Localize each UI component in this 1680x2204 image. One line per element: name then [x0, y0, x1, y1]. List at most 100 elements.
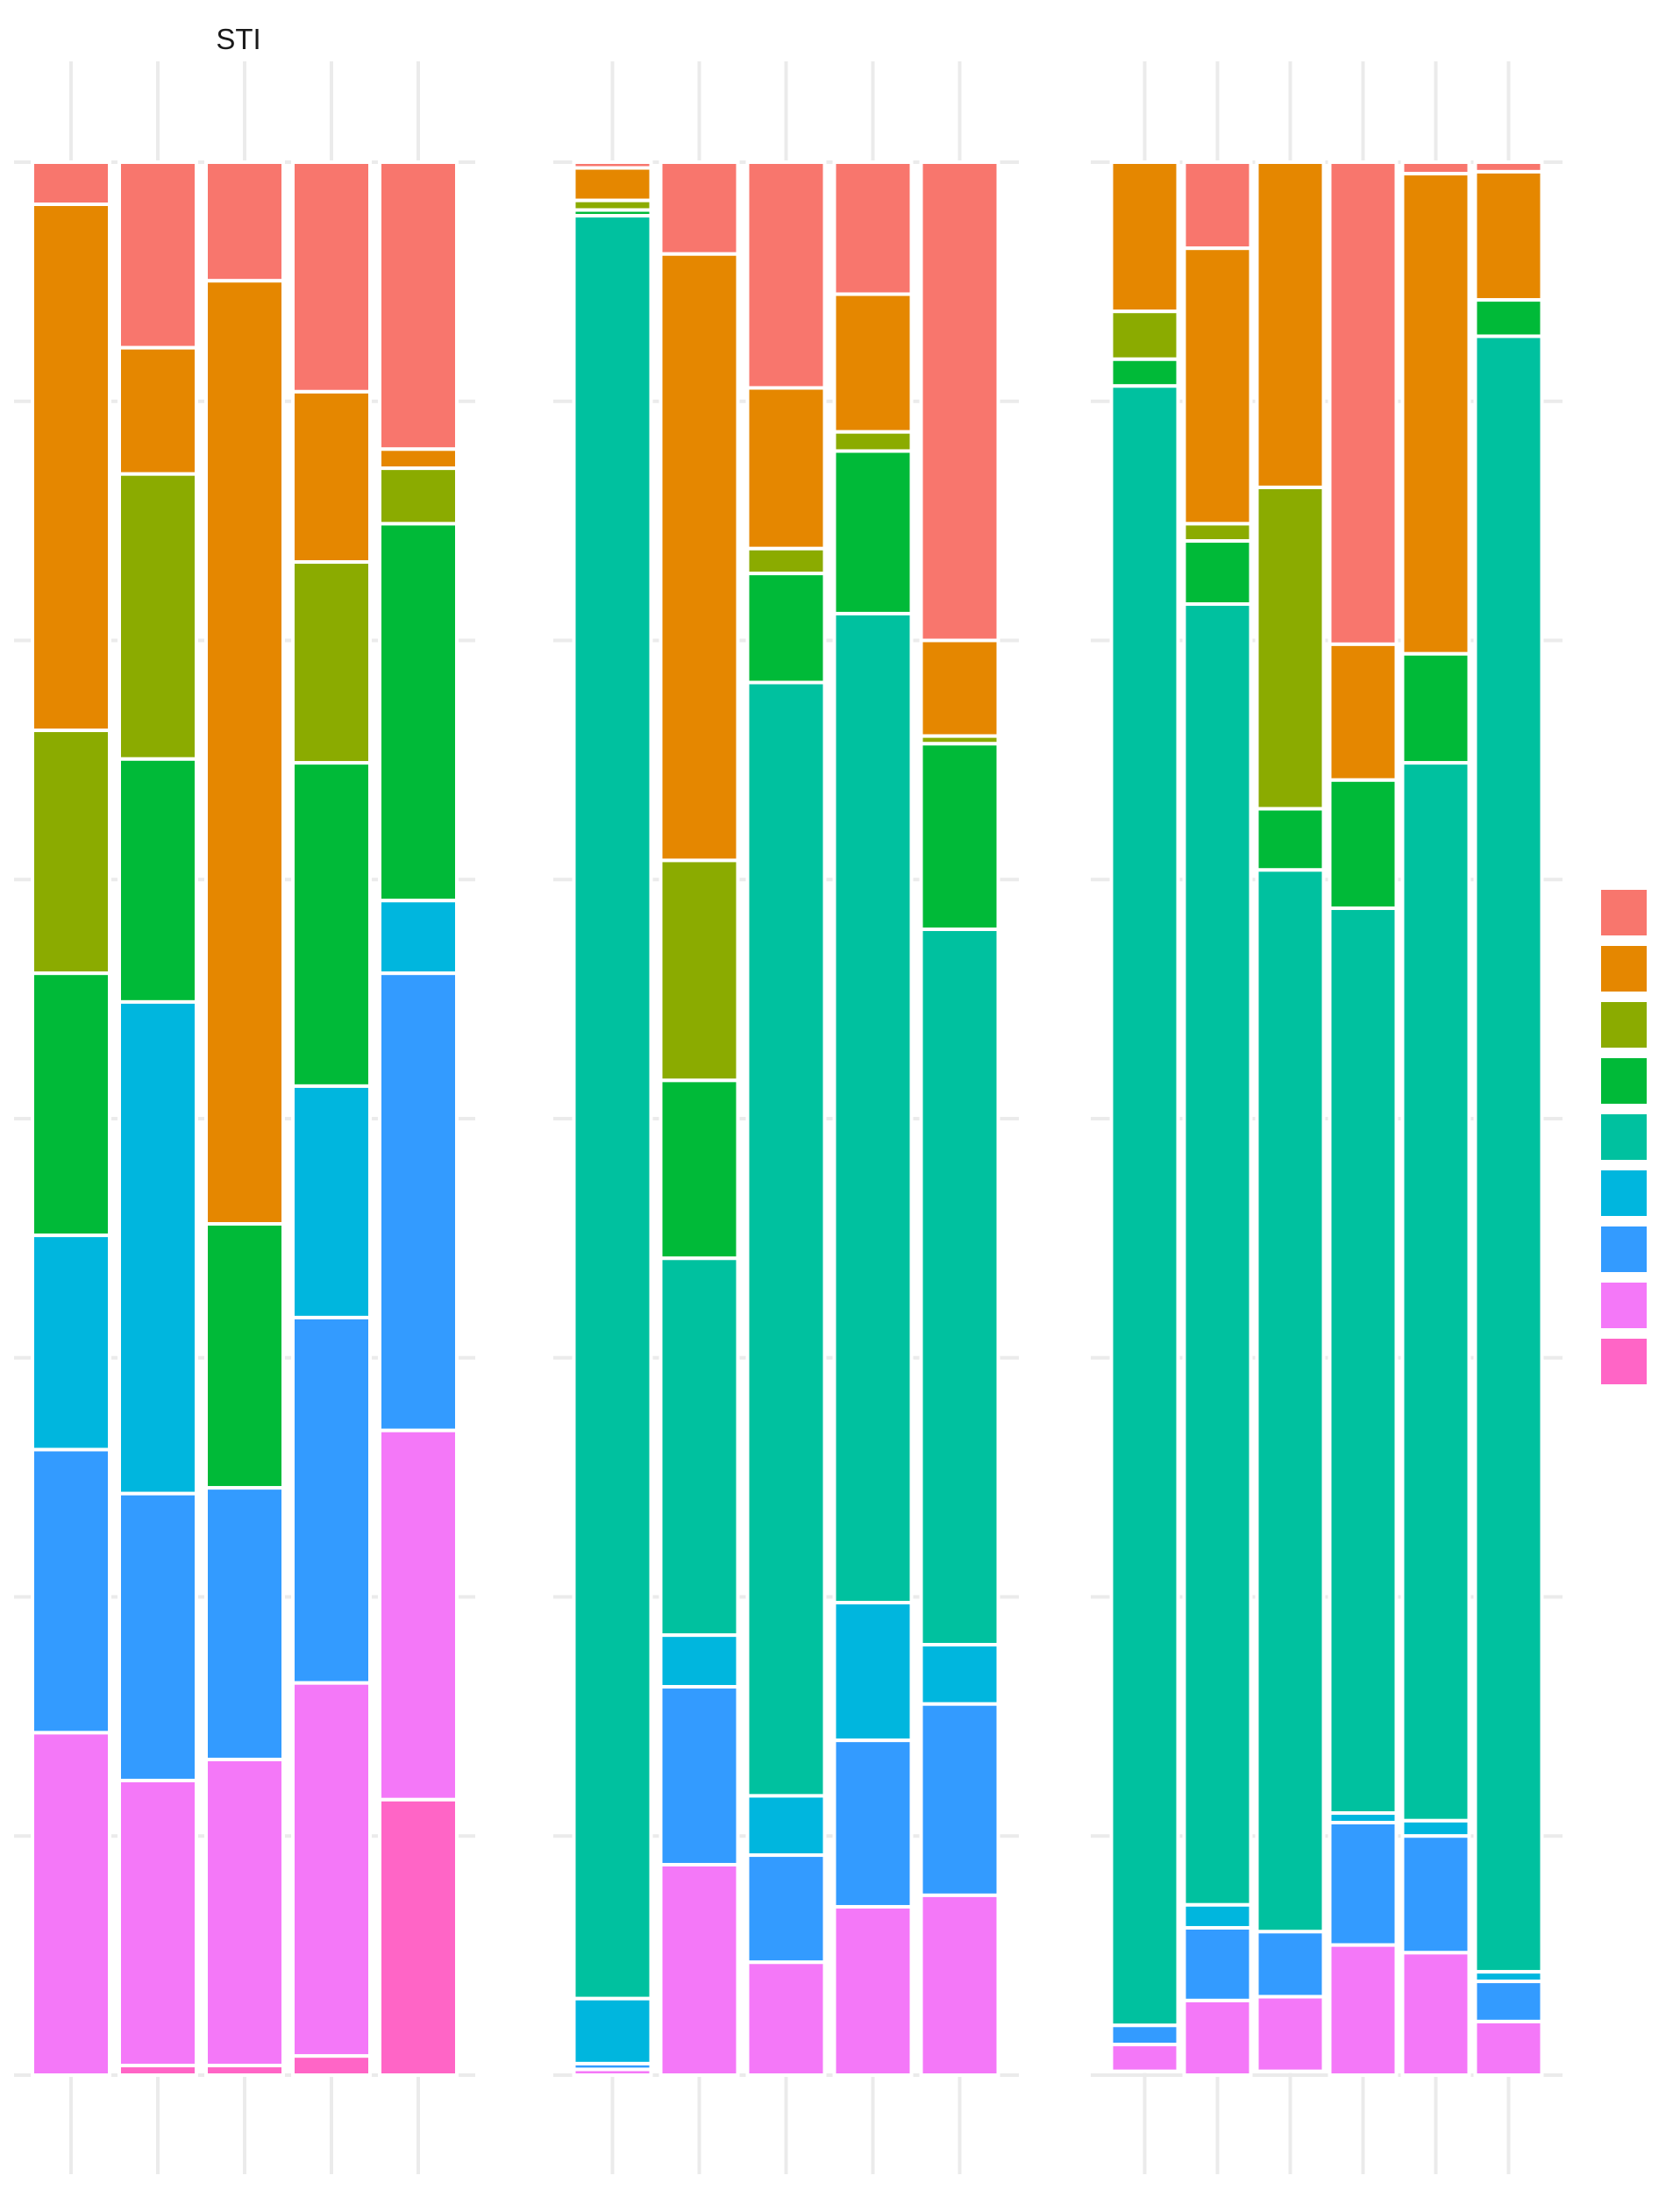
bar-segment-c5	[1328, 906, 1399, 1816]
bar-segment-c4	[832, 449, 914, 615]
bar-segment-c8	[745, 1960, 827, 2077]
bar-segment-c5	[919, 927, 1000, 1647]
bar-segment-c8	[204, 1757, 285, 2068]
bar-segment-c4	[919, 742, 1000, 931]
bar-segment-c7	[1109, 2023, 1180, 2047]
bar-segment-c3	[658, 858, 740, 1083]
bar-segment-c7	[658, 1685, 740, 1866]
bar-segment-c2	[378, 447, 459, 471]
bar-segment-c8	[919, 1893, 1000, 2078]
bar-segment-c5	[832, 611, 914, 1605]
bar-segment-c8	[291, 1681, 372, 2058]
bar-segment-c9	[291, 2054, 372, 2077]
bar-segment-c9	[117, 2064, 198, 2078]
bar-segment-c7	[204, 1486, 285, 1761]
bar-segment-c8	[658, 1862, 740, 2077]
bar-segment-c7	[1473, 1980, 1544, 2023]
bar-segment-c7	[832, 1738, 914, 1909]
bar-segment-c2	[572, 166, 653, 203]
bar-segment-c3	[31, 729, 111, 976]
bar-segment-c3	[117, 472, 198, 761]
bar-segment-c2	[31, 203, 111, 733]
bar-segment-c1	[204, 160, 285, 283]
bar-segment-c5	[1473, 334, 1544, 1974]
bar-segment-c2	[1473, 169, 1544, 302]
legend-key-c8	[1601, 1283, 1647, 1328]
bar-segment-c6	[1400, 1818, 1471, 1838]
legend-key-c3	[1601, 1002, 1647, 1048]
bar-segment-c2	[919, 638, 1000, 738]
bar-segment-c6	[31, 1234, 111, 1452]
bar-segment-c6	[378, 899, 459, 976]
bar-segment-c2	[117, 345, 198, 476]
bar-segment-c1	[658, 160, 740, 256]
bar-segment-c9	[204, 2064, 285, 2078]
bar-segment-c3	[1109, 309, 1180, 361]
bar-segment-c5	[1400, 761, 1471, 1823]
bar-segment-c1	[31, 160, 111, 207]
bar-segment-c4	[1255, 807, 1326, 872]
bar-segment-c5	[572, 214, 653, 2001]
bar-segment-c4	[658, 1078, 740, 1261]
bar-segment-c9	[378, 1797, 459, 2077]
bar-segment-c5	[658, 1256, 740, 1638]
bar-segment-c4	[204, 1222, 285, 1490]
bar-segment-c4	[291, 761, 372, 1088]
bar-segment-c4	[1328, 778, 1399, 910]
bar-segment-c6	[1182, 1902, 1253, 1930]
bar-segment-c6	[919, 1643, 1000, 1706]
bar-segment-c8	[1328, 1943, 1399, 2078]
bar-segment-c1	[1182, 160, 1253, 251]
bar-segment-c5	[1182, 602, 1253, 1907]
bar-segment-c2	[1400, 172, 1471, 656]
bar-segment-c6	[117, 999, 198, 1496]
bar-segment-c4	[745, 572, 827, 685]
legend-key-c9	[1601, 1339, 1647, 1384]
bar-segment-c7	[1400, 1834, 1471, 1955]
bar-segment-c6	[291, 1084, 372, 1319]
legend-key-c7	[1601, 1226, 1647, 1272]
bar-segment-c2	[204, 279, 285, 1226]
bar-segment-c2	[1109, 160, 1180, 314]
bar-segment-c7	[745, 1853, 827, 1965]
bar-segment-c1	[745, 160, 827, 390]
bar-segment-c6	[572, 1996, 653, 2065]
bar-segment-c8	[1255, 1994, 1326, 2073]
bar-segment-c4	[31, 971, 111, 1238]
bar-segment-c8	[572, 2067, 653, 2078]
bar-segment-c1	[117, 160, 198, 350]
bar-segment-c4	[1109, 357, 1180, 388]
bar-segment-c8	[378, 1428, 459, 1802]
bar-segment-c8	[1400, 1951, 1471, 2078]
bar-segment-c4	[1182, 539, 1253, 607]
bar-segment-c2	[1182, 246, 1253, 526]
bar-segment-c8	[1109, 2043, 1180, 2073]
bar-segment-c7	[31, 1447, 111, 1735]
bar-segment-c3	[1255, 485, 1326, 811]
legend-key-c4	[1601, 1058, 1647, 1104]
bar-segment-c6	[658, 1633, 740, 1689]
bar-segment-c7	[291, 1315, 372, 1685]
bar-segment-c4	[117, 757, 198, 1004]
bar-segment-c3	[745, 546, 827, 576]
legend-key-c2	[1601, 946, 1647, 992]
bar-segment-c5	[745, 680, 827, 1798]
legend-key-c5	[1601, 1114, 1647, 1160]
bar-segment-c5	[1255, 868, 1326, 1934]
bar-segment-c2	[745, 386, 827, 551]
bar-segment-c1	[378, 160, 459, 451]
bar-segment-c6	[832, 1601, 914, 1743]
bar-segment-c1	[919, 160, 1000, 643]
legend-key-c1	[1601, 890, 1647, 935]
bar-segment-c4	[378, 522, 459, 903]
bar-segment-c2	[291, 389, 372, 565]
bar-segment-c7	[919, 1702, 1000, 1897]
bar-segment-c7	[378, 971, 459, 1433]
bar-segment-c8	[1473, 2019, 1544, 2078]
bar-segment-c3	[291, 560, 372, 765]
bar-segment-c4	[1400, 651, 1471, 765]
bar-segment-c2	[1255, 160, 1326, 489]
legend	[1601, 890, 1647, 1384]
bar-segment-c8	[1182, 1998, 1253, 2078]
bar-segment-c6	[745, 1794, 827, 1858]
